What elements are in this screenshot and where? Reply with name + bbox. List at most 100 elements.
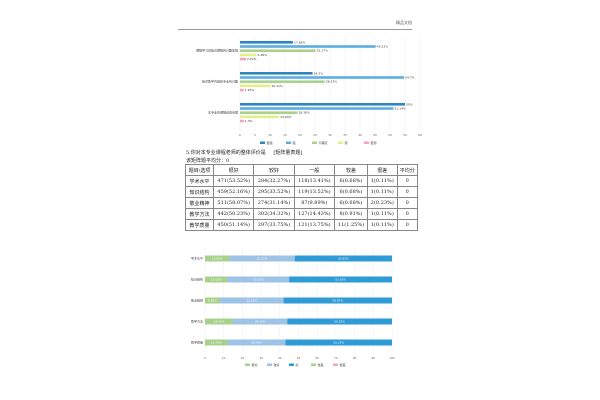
bar bbox=[240, 49, 316, 52]
table-cell: 敬业精神 bbox=[184, 197, 215, 209]
legend-label: 好 bbox=[296, 362, 299, 367]
legend-label: 较好 bbox=[274, 362, 280, 367]
data-label: 25.17% bbox=[317, 49, 329, 53]
x-tick-label: 0 bbox=[239, 133, 241, 137]
table-cell: 0 bbox=[396, 186, 419, 198]
table-row: 教学方法 442(50.23%) 302(34.32%) 127(14.43%) 8(0… bbox=[184, 208, 419, 220]
table-row: 敬业精神 511(58.07%) 274(31.14%) 87(9.89%) 6(0.6… bbox=[184, 197, 419, 209]
bar bbox=[240, 45, 376, 48]
legend-label: 很差 bbox=[340, 362, 346, 367]
data-label: 5.48% bbox=[257, 53, 267, 57]
x-tick-label: 25 bbox=[313, 133, 317, 137]
data-label: 1.25% bbox=[245, 88, 255, 92]
x-tick-label: 20 bbox=[241, 356, 245, 360]
x-tick-label: 55 bbox=[403, 133, 407, 137]
category-label: 学术水平 bbox=[191, 256, 203, 261]
data-label: 28.23% bbox=[326, 80, 338, 84]
table-row: 知识结构 459(52.16%) 295(33.52%) 119(13.52%) 6(0… bbox=[184, 186, 419, 198]
table-cell: 0 bbox=[396, 208, 419, 220]
bar-segment bbox=[287, 318, 392, 325]
segment-label: 33.52% bbox=[253, 278, 264, 282]
x-tick-label: 10 bbox=[268, 133, 272, 137]
x-tick-label: 50 bbox=[297, 356, 301, 360]
category-label: 教学质量 bbox=[191, 340, 203, 345]
x-tick-label: 30 bbox=[328, 133, 332, 137]
table-cell: 8(0.91%) bbox=[333, 208, 369, 220]
table-header-cell: 很好 bbox=[213, 164, 255, 176]
data-label: 45.22% bbox=[377, 45, 389, 49]
table-cell: 471(53.52%) bbox=[213, 175, 255, 187]
data-label: 54.7% bbox=[405, 76, 415, 80]
table-cell: 274(31.14%) bbox=[253, 197, 295, 209]
bar bbox=[240, 119, 244, 123]
stacked-bar-chart: 0 10 20 30 40 50 60 70 80 90 100 学术水平 13.41% 32.27% 53… bbox=[170, 244, 400, 369]
x-tick-label: 5 bbox=[254, 133, 256, 137]
table-cell: 121(13.75%) bbox=[293, 219, 335, 231]
x-tick-label: 60 bbox=[418, 133, 422, 137]
table-cell: 6(0.68%) bbox=[333, 197, 369, 209]
table-cell: 学术水平 bbox=[184, 175, 215, 187]
bar bbox=[240, 80, 325, 83]
table-cell: 118(13.41%) bbox=[293, 175, 335, 187]
category-label: 教学方法 bbox=[191, 319, 203, 324]
legend-swatch bbox=[289, 363, 294, 366]
rating-table: 题目\选项 很好 较好 一般 较差 很差 平均分 学术水平 471(53.52%) 284(32… bbox=[184, 164, 419, 231]
legend-label: 较差 bbox=[318, 362, 324, 367]
legend-label: 弱 bbox=[345, 141, 348, 145]
legend-label: 不确定 bbox=[319, 140, 328, 145]
bar-segment bbox=[205, 255, 230, 262]
x-tick-label: 60 bbox=[315, 356, 319, 360]
table-cell: 442(50.23%) bbox=[213, 208, 255, 220]
legend-label: 很弱 bbox=[371, 140, 377, 145]
matrix-average-score: 该矩阵题平均分：0 bbox=[186, 158, 230, 164]
bar-segment bbox=[205, 297, 220, 304]
data-label: 1.3% bbox=[245, 119, 253, 123]
table-cell: 87(9.89%) bbox=[293, 197, 335, 209]
table-cell: 459(52.16%) bbox=[213, 186, 255, 198]
table-cell: 知识结构 bbox=[184, 186, 215, 198]
table-cell: 1(0.11%) bbox=[367, 208, 398, 220]
page-header: 精品文档 bbox=[178, 20, 412, 30]
x-tick-label: 45 bbox=[373, 133, 377, 137]
bar bbox=[240, 111, 298, 114]
legend-swatch bbox=[364, 141, 369, 144]
table-header-cell: 一般 bbox=[293, 164, 335, 176]
legend-label: 很强 bbox=[267, 140, 273, 145]
x-tick-label: 10 bbox=[222, 356, 226, 360]
table-cell: 119(13.52%) bbox=[293, 186, 335, 198]
category-label: 课程学习后我对课程的兴趣加强 bbox=[196, 48, 238, 53]
table-cell: 450(51.14%) bbox=[213, 219, 255, 231]
table-row: 学术水平 471(53.52%) 284(32.27%) 118(13.41%) 6(0… bbox=[184, 175, 419, 187]
category-label: 我对教学内容和专业有兴趣 bbox=[202, 79, 238, 84]
data-label: 55% bbox=[406, 102, 413, 106]
table-header-cell: 较好 bbox=[253, 164, 295, 176]
x-tick-label: 35 bbox=[343, 133, 347, 137]
legend-swatch bbox=[333, 363, 338, 366]
bar-segment bbox=[205, 339, 228, 346]
bar bbox=[240, 72, 313, 75]
table-header-cell: 很差 bbox=[367, 164, 398, 176]
bar-segment bbox=[285, 339, 392, 346]
table-body: 学术水平 471(53.52%) 284(32.27%) 118(13.41%) 6(0… bbox=[184, 175, 419, 231]
data-label: 17.65% bbox=[294, 40, 306, 44]
table-cell: 1(0.11%) bbox=[367, 186, 398, 198]
table-header-cell: 题目\选项 bbox=[184, 164, 215, 176]
bar-segment bbox=[219, 297, 284, 304]
bar-segment bbox=[289, 276, 392, 283]
x-tick-label: 80 bbox=[353, 356, 357, 360]
segment-label: 32.27% bbox=[257, 257, 268, 261]
table-cell: 6(0.68%) bbox=[333, 175, 369, 187]
bar-segment bbox=[283, 297, 392, 304]
segment-label: 33.75% bbox=[251, 341, 262, 345]
table-cell: 284(32.27%) bbox=[253, 175, 295, 187]
data-label: 19.16% bbox=[298, 111, 310, 115]
header-rule bbox=[178, 29, 412, 30]
segment-label: 11.63% bbox=[211, 278, 222, 282]
data-label: 2.02% bbox=[247, 57, 257, 61]
x-tick-label: 40 bbox=[278, 356, 282, 360]
bar bbox=[240, 84, 271, 88]
x-tick-label: 30 bbox=[259, 356, 263, 360]
category-label: 敬业精神 bbox=[191, 298, 203, 303]
x-tick-label: 90 bbox=[372, 356, 376, 360]
bar bbox=[240, 76, 405, 79]
